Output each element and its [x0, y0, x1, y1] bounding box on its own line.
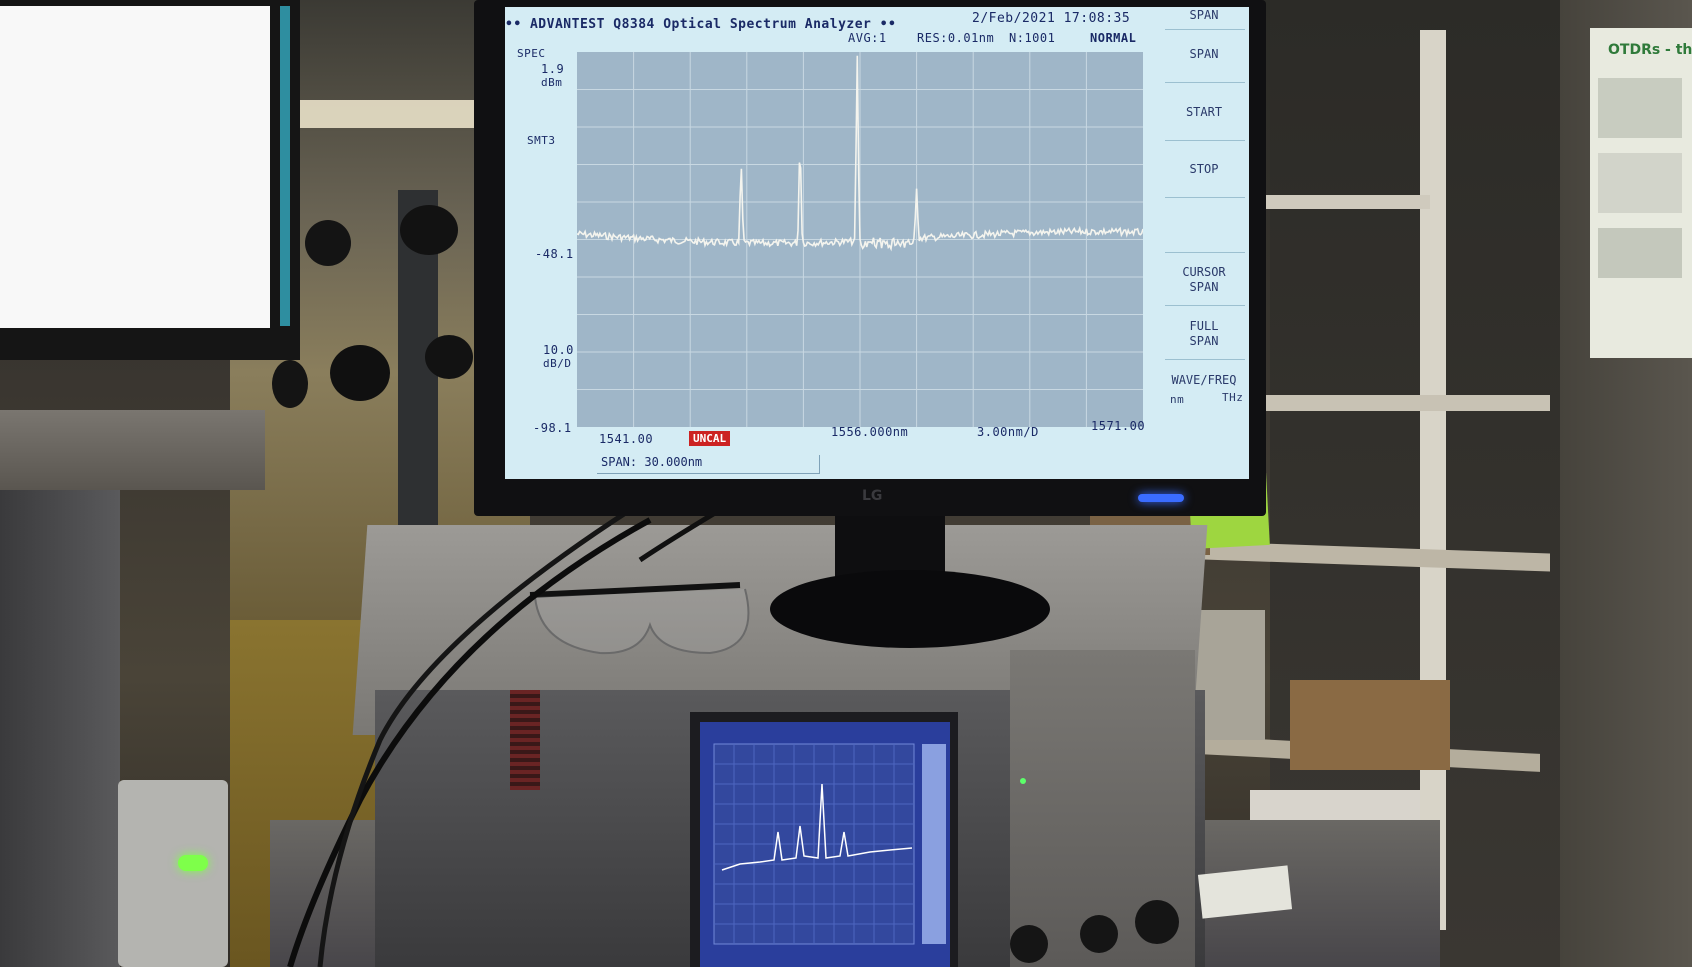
osa-front-screen — [700, 722, 950, 967]
poster-figure — [1598, 228, 1682, 278]
front-screen-grid — [714, 744, 914, 944]
softkey-stop[interactable]: STOP — [1189, 162, 1219, 176]
stand-knob — [425, 335, 473, 379]
softkey-divider — [1165, 252, 1245, 253]
osa-spec-label: SPEC — [517, 47, 546, 60]
stand-knob — [272, 360, 308, 408]
stand-knob — [330, 345, 390, 401]
softkey-span-top[interactable]: SPAN — [1189, 8, 1219, 22]
shelf-1 — [1260, 195, 1430, 209]
osa-display: •• ADVANTEST Q8384 Optical Spectrum Anal… — [505, 7, 1249, 479]
softkey-cursor-span-line1: CURSOR — [1182, 265, 1226, 279]
left-desk — [0, 410, 265, 490]
softkey-unit-thz[interactable]: THz — [1222, 391, 1244, 404]
softkey-divider — [1165, 359, 1245, 360]
osa-scale: 10.0 — [543, 343, 574, 357]
power-led-icon — [1020, 778, 1026, 784]
stand-knob — [305, 220, 351, 266]
front-screen-spectrum — [713, 743, 946, 945]
osa-sensitivity: SMT3 — [527, 134, 556, 147]
osa-spectrum-plot — [577, 52, 1143, 427]
softkey-span[interactable]: SPAN — [1189, 47, 1219, 61]
osa-knob[interactable] — [1135, 900, 1179, 944]
osa-ref-level: 1.9 — [541, 62, 565, 76]
left-rack — [0, 490, 120, 967]
osa-avg: AVG:1 — [848, 31, 887, 45]
softkey-divider — [1165, 197, 1245, 198]
power-strip — [118, 780, 228, 967]
osa-bottom-level: -98.1 — [533, 421, 572, 435]
osa-center-wavelength: 1556.000nm — [831, 425, 909, 439]
storage-box — [1290, 680, 1450, 770]
osa-uncal-badge: UNCAL — [689, 431, 731, 446]
monitor-base — [770, 570, 1050, 648]
osa-header-title: •• ADVANTEST Q8384 Optical Spectrum Anal… — [505, 17, 897, 32]
cables — [287, 507, 722, 967]
softkey-cursor-span-line2: SPAN — [1189, 280, 1219, 294]
spectrum-trace — [577, 55, 1143, 252]
osa-ref-unit: dBm — [541, 76, 563, 89]
softkey-divider — [1165, 305, 1245, 306]
left-monitor-screen — [0, 6, 270, 328]
softkey-divider — [1165, 29, 1245, 30]
osa-mid-level: -48.1 — [535, 247, 574, 261]
label-sticker — [1197, 865, 1293, 919]
osa-mode: NORMAL — [1090, 31, 1137, 45]
poster-title: OTDRs - th — [1608, 42, 1692, 58]
osa-span-per-div: 3.00nm/D — [977, 425, 1039, 439]
monitor-power-light — [1138, 494, 1184, 502]
wall-poster: OTDRs - th — [1590, 28, 1692, 358]
osa-datetime: 2/Feb/2021 17:08:35 — [972, 11, 1131, 26]
osa-points: N:1001 — [1009, 31, 1056, 45]
osa-stop-wavelength: 1571.00 — [1091, 419, 1146, 433]
softkey-full-span[interactable]: FULL SPAN — [1160, 319, 1248, 349]
poster-figure — [1598, 78, 1682, 138]
softkey-full-span-line2: SPAN — [1189, 334, 1219, 348]
shelf-post — [1420, 30, 1446, 930]
monitor-brand-logo: LG — [862, 488, 883, 504]
softkey-unit-nm[interactable]: nm — [1170, 393, 1185, 406]
shelf-2 — [1250, 395, 1550, 411]
stand-knob — [400, 205, 458, 255]
osa-start-wavelength: 1541.00 — [599, 432, 654, 446]
osa-span-entry[interactable]: SPAN: 30.000nm — [597, 455, 820, 474]
ceiling-light — [300, 100, 480, 128]
softkey-divider — [1165, 82, 1245, 83]
osa-scale-unit: dB/D — [543, 357, 572, 370]
front-screen-softkeys — [922, 744, 946, 944]
softkey-start[interactable]: START — [1185, 105, 1223, 119]
led-indicator-icon — [178, 855, 208, 871]
softkey-full-span-line1: FULL — [1189, 319, 1219, 333]
osa-vent — [510, 690, 540, 790]
safety-glasses — [529, 582, 750, 655]
osa-knob[interactable] — [1080, 915, 1118, 953]
instrument-on-shelf — [1195, 610, 1265, 740]
softkey-wave-freq[interactable]: WAVE/FREQ — [1171, 373, 1237, 387]
osa-knob[interactable] — [1010, 925, 1048, 963]
softkey-divider — [1165, 140, 1245, 141]
front-screen-trace — [721, 783, 913, 871]
poster-figure — [1598, 153, 1682, 213]
left-monitor-accent — [280, 6, 290, 326]
softkey-cursor-span[interactable]: CURSOR SPAN — [1160, 265, 1248, 295]
osa-resolution: RES:0.01nm — [917, 31, 995, 45]
